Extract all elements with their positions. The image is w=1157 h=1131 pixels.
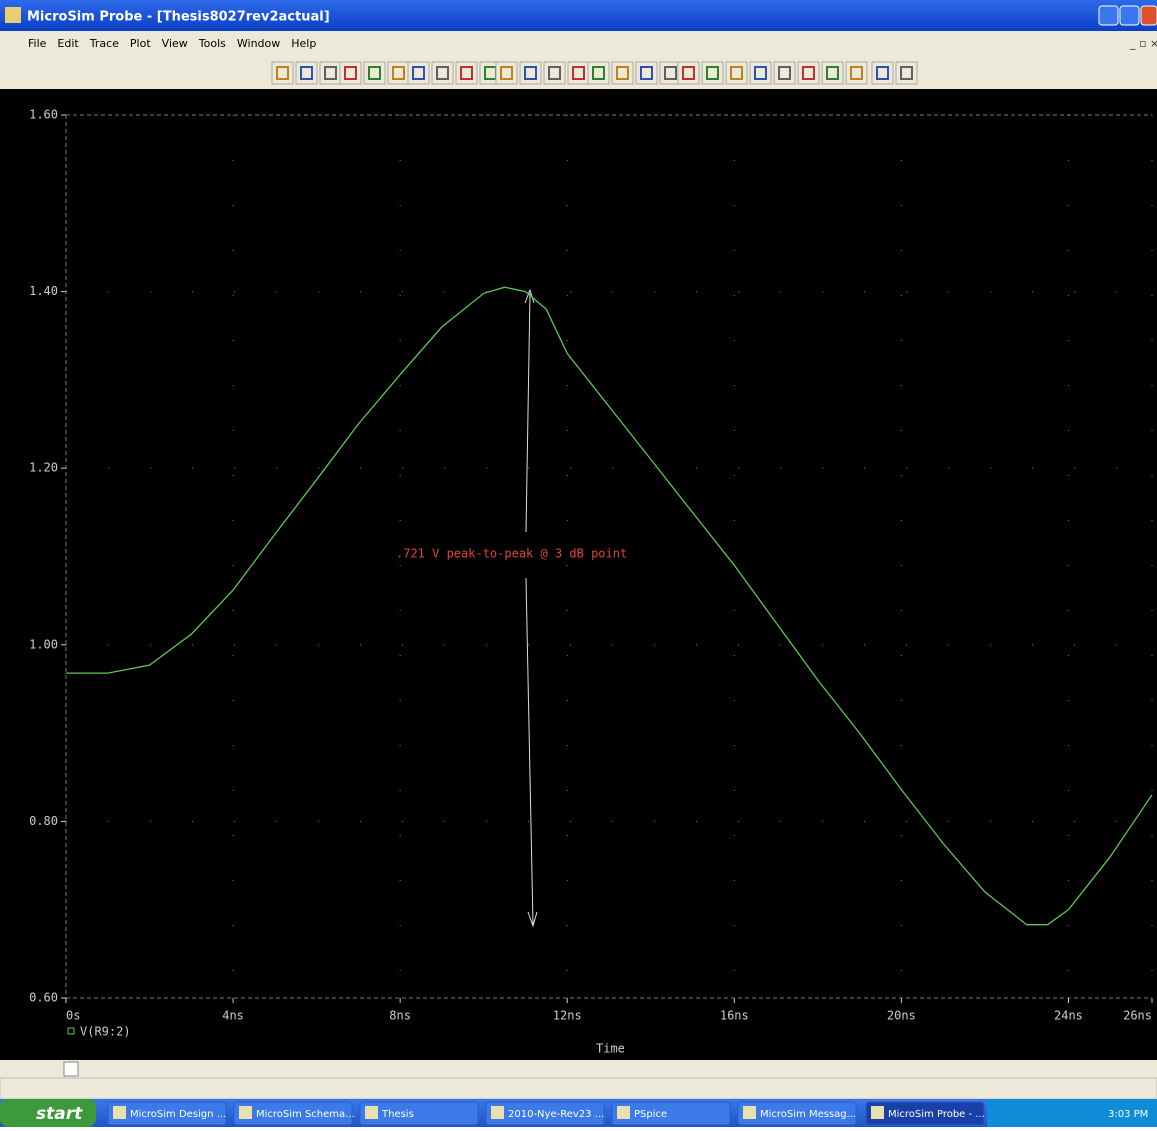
toolbar-button[interactable] bbox=[822, 62, 843, 84]
x-tick-label: 16ns bbox=[720, 1009, 749, 1023]
x-tick-label: 26ns bbox=[1123, 1009, 1152, 1023]
x-tick-label: 0s bbox=[66, 1009, 80, 1023]
menu-item[interactable]: Edit bbox=[57, 37, 79, 50]
y-tick-label: 1.20 bbox=[29, 461, 58, 475]
toolbar-button[interactable] bbox=[432, 62, 453, 84]
toolbar-button[interactable] bbox=[496, 62, 517, 84]
toolbar-button[interactable] bbox=[702, 62, 723, 84]
toolbar-button[interactable] bbox=[636, 62, 657, 84]
minimize-button[interactable] bbox=[1099, 6, 1118, 25]
toolbar-button[interactable] bbox=[364, 62, 385, 84]
mdi-controls[interactable]: _ ▫ × bbox=[1129, 37, 1157, 50]
taskbar-icon bbox=[239, 1106, 252, 1119]
legend-label: V(R9:2) bbox=[80, 1025, 131, 1039]
toolbar-button[interactable] bbox=[544, 62, 565, 84]
taskbar-icon bbox=[113, 1106, 126, 1119]
toolbar-button[interactable] bbox=[408, 62, 429, 84]
y-tick-label: 0.60 bbox=[29, 991, 58, 1005]
annotation: .721 V peak-to-peak @ 3 dB point bbox=[396, 547, 627, 561]
toolbar-button[interactable] bbox=[774, 62, 795, 84]
close-button[interactable] bbox=[1141, 6, 1157, 25]
menu-item[interactable]: Trace bbox=[89, 37, 119, 50]
toolbar-button[interactable] bbox=[896, 62, 917, 84]
screen: MicroSim Probe - [Thesis8027rev2actual] … bbox=[0, 0, 1157, 1127]
taskbar-icon bbox=[871, 1106, 884, 1119]
y-tick-label: 1.60 bbox=[29, 108, 58, 122]
maximize-button[interactable] bbox=[1120, 6, 1139, 25]
toolbar-button[interactable] bbox=[750, 62, 771, 84]
toolbar-button[interactable] bbox=[456, 62, 477, 84]
scrollbar[interactable] bbox=[0, 1060, 1157, 1078]
y-tick-label: 0.80 bbox=[29, 814, 58, 828]
taskbar-icon bbox=[617, 1106, 630, 1119]
menu-item[interactable]: Help bbox=[291, 37, 316, 50]
x-tick-label: 8ns bbox=[389, 1009, 411, 1023]
toolbar-button[interactable] bbox=[388, 62, 409, 84]
taskbar-icon bbox=[491, 1106, 504, 1119]
menu-item[interactable]: File bbox=[28, 37, 47, 50]
taskbar-label: 2010-Nye-Rev23 ... bbox=[508, 1109, 604, 1120]
clock: 3:03 PM bbox=[1108, 1109, 1148, 1120]
toolbar-button[interactable] bbox=[872, 62, 893, 84]
taskbar-label: MicroSim Probe - ... bbox=[888, 1109, 985, 1120]
toolbar-button[interactable] bbox=[612, 62, 633, 84]
toolbar-button[interactable] bbox=[846, 62, 867, 84]
x-tick-label: 12ns bbox=[553, 1009, 582, 1023]
toolbar-button[interactable] bbox=[726, 62, 747, 84]
start-label: start bbox=[36, 1104, 83, 1124]
toolbar-button[interactable] bbox=[320, 62, 341, 84]
x-tick-label: 20ns bbox=[887, 1009, 916, 1023]
taskbar-label: MicroSim Messag... bbox=[760, 1109, 856, 1120]
scroll-left[interactable] bbox=[64, 1062, 78, 1076]
menu-item[interactable]: Plot bbox=[130, 37, 151, 50]
taskbar-label: PSpice bbox=[634, 1109, 667, 1120]
y-tick-label: 1.40 bbox=[29, 284, 58, 298]
taskbar-icon bbox=[365, 1106, 378, 1119]
toolbar-button[interactable] bbox=[678, 62, 699, 84]
toolbar-button[interactable] bbox=[588, 62, 609, 84]
menu-item[interactable]: Tools bbox=[198, 37, 226, 50]
taskbar-label: MicroSim Design ... bbox=[130, 1109, 226, 1120]
menu-item[interactable]: Window bbox=[237, 37, 280, 50]
toolbar-button[interactable] bbox=[520, 62, 541, 84]
toolbar-button[interactable] bbox=[568, 62, 589, 84]
taskbar-label: MicroSim Schema... bbox=[256, 1109, 355, 1120]
taskbar-icon bbox=[743, 1106, 756, 1119]
toolbar-button[interactable] bbox=[296, 62, 317, 84]
taskbar-label: Thesis bbox=[381, 1109, 414, 1120]
app-icon bbox=[5, 7, 21, 23]
x-tick-label: 4ns bbox=[222, 1009, 244, 1023]
toolbar-button[interactable] bbox=[340, 62, 361, 84]
toolbar-button[interactable] bbox=[272, 62, 293, 84]
y-tick-label: 1.00 bbox=[29, 637, 58, 651]
status-bar bbox=[0, 1078, 1157, 1099]
toolbar-button[interactable] bbox=[798, 62, 819, 84]
plot-window bbox=[0, 89, 1157, 1060]
x-axis-label: Time bbox=[596, 1042, 625, 1056]
menu-item[interactable]: View bbox=[162, 37, 188, 50]
x-tick-label: 24ns bbox=[1054, 1009, 1083, 1023]
window-title: MicroSim Probe - [Thesis8027rev2actual] bbox=[27, 10, 330, 25]
